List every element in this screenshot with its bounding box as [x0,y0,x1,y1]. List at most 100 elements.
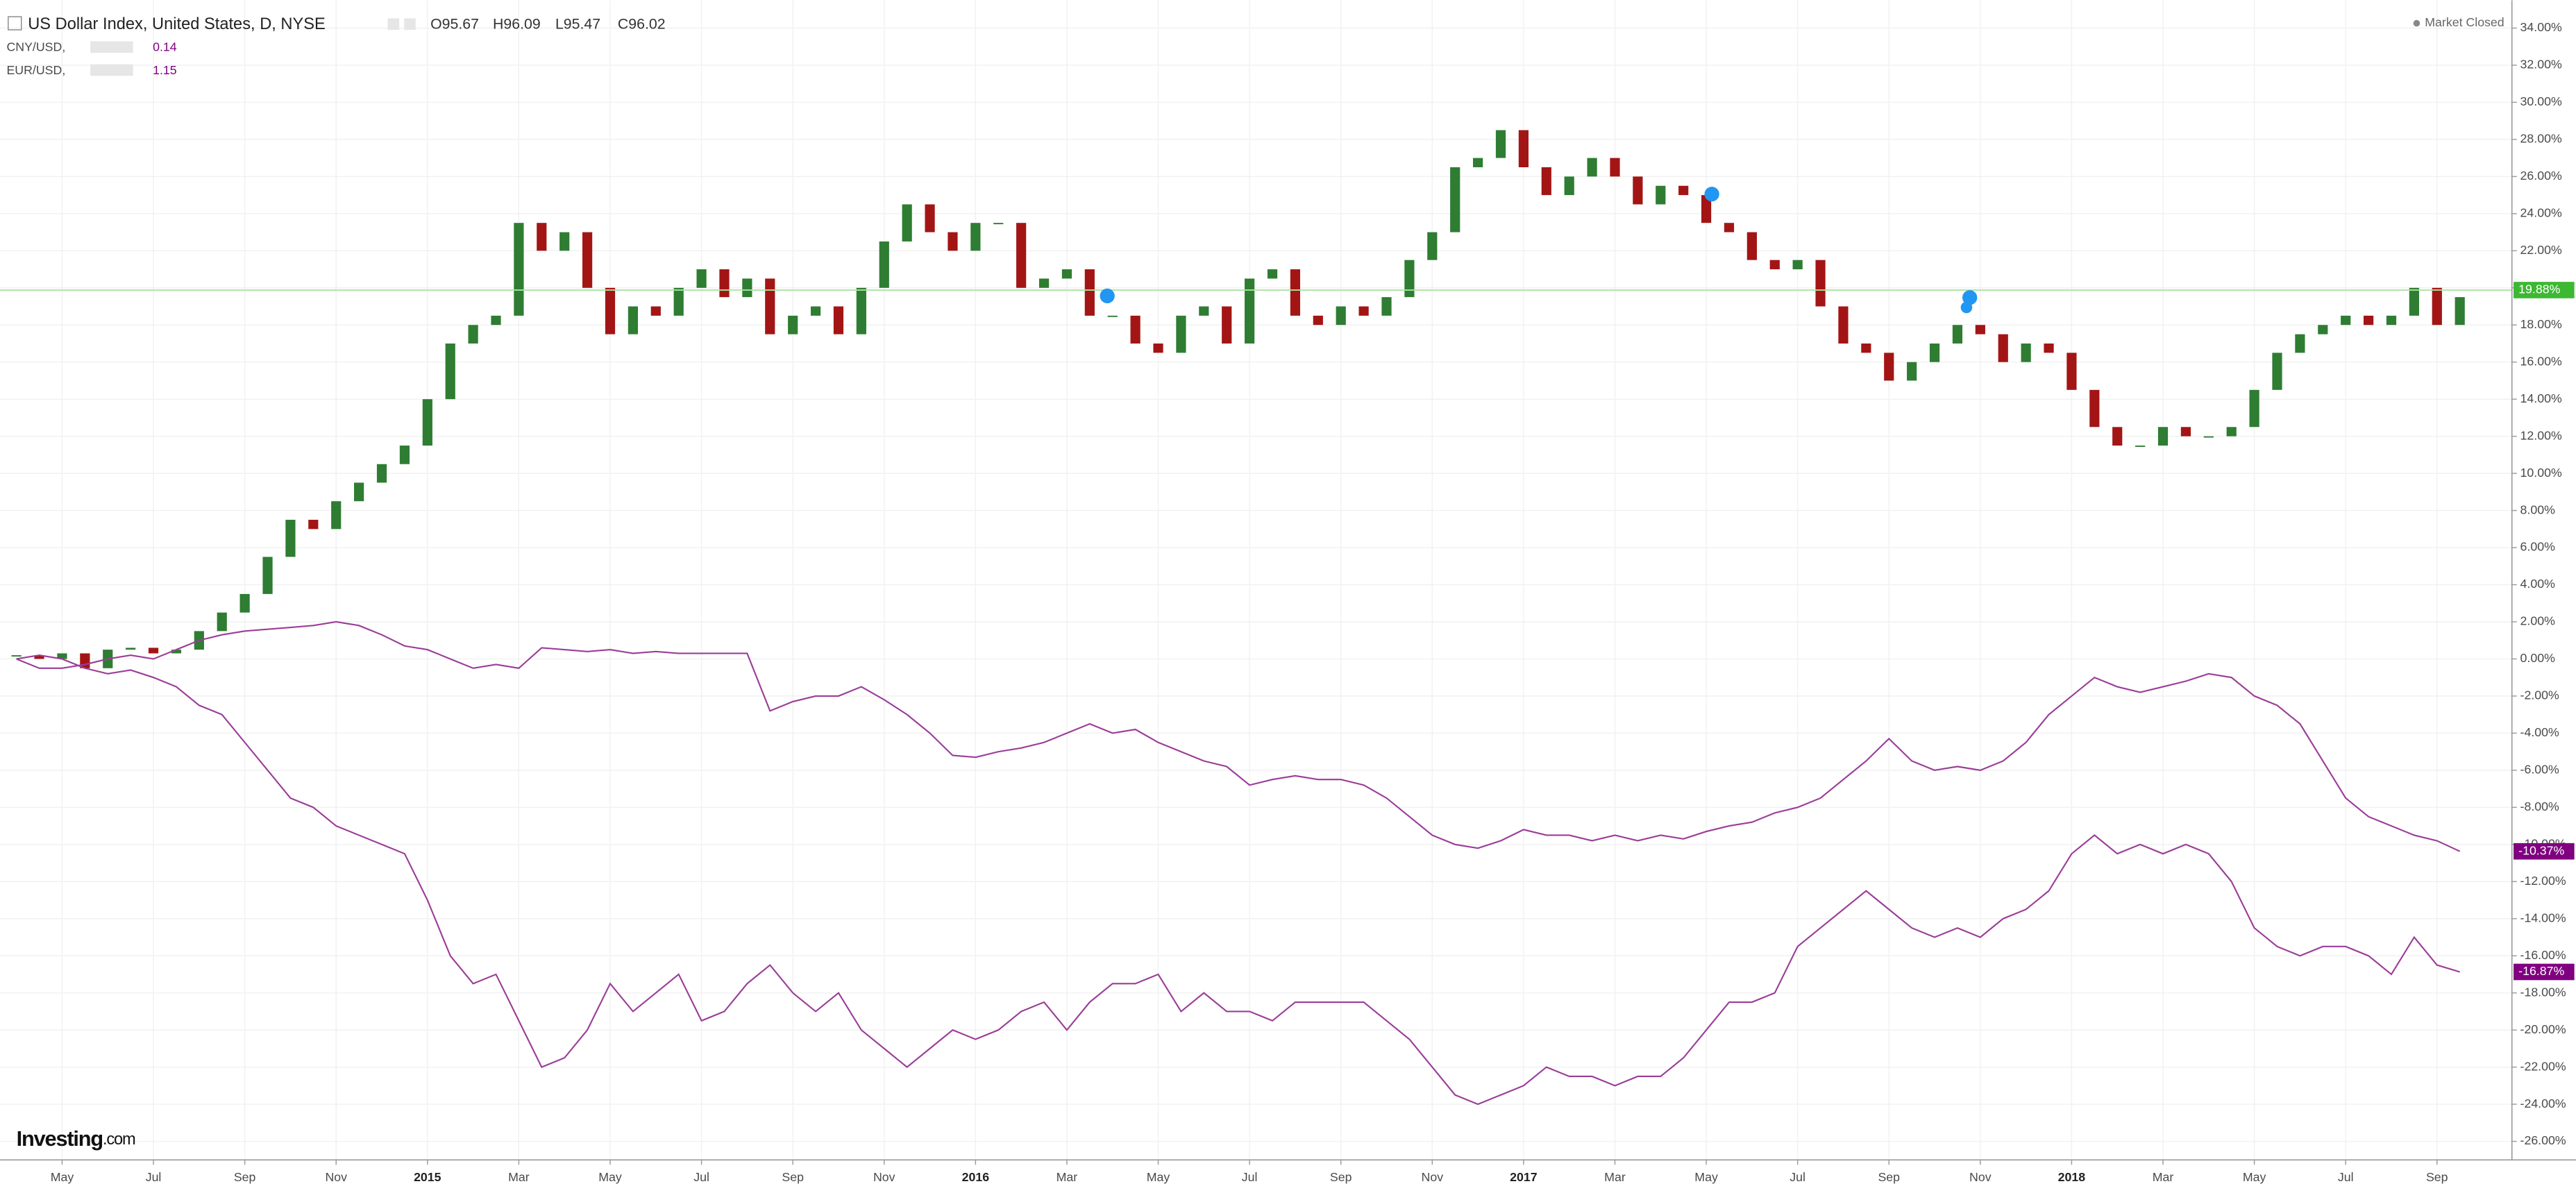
candle [582,232,593,288]
y-tick-label: 18.00% [2520,317,2562,331]
y-tick-label: 32.00% [2520,58,2562,71]
y-tick-label: 34.00% [2520,20,2562,34]
logo: Investing.com [17,1126,135,1151]
candle [1267,269,1278,279]
candle [2135,446,2146,447]
icon-button[interactable] [387,18,400,30]
y-tick-label: -12.00% [2520,874,2566,888]
main-series-title: US Dollar Index, United States, D, NYSE [28,15,326,33]
pin-markers[interactable] [1100,187,1978,314]
candle [217,612,227,632]
candle [650,306,661,316]
candle [1907,362,1917,381]
candle [1975,325,1985,335]
candle [1199,306,1209,316]
candle [1998,334,2008,362]
candle [2044,343,2054,353]
candle [34,655,44,659]
pin[interactable] [1100,288,1115,304]
candle [57,653,67,659]
grid [0,0,2512,1160]
candle [171,650,182,654]
x-tick-label: Jul [1790,1170,1805,1184]
candle [1038,278,1050,288]
candle [1153,343,1163,353]
candle [2272,353,2282,390]
candle [1838,306,1849,344]
candle [331,501,342,530]
candle [2295,334,2305,353]
candle [810,306,821,316]
x-tick-label: 2017 [1510,1170,1538,1184]
candle [788,315,798,335]
y-tick-label: 12.00% [2520,428,2562,442]
x-tick-label: Mar [1604,1170,1626,1184]
candle [399,446,410,464]
candle [2089,389,2100,428]
candle [1792,260,1803,270]
x-tick-label: Jul [146,1170,162,1184]
x-tick-label: 2018 [2058,1170,2086,1184]
icon-button[interactable] [90,64,133,76]
candle [2318,325,2328,335]
x-tick-label: Sep [782,1170,804,1184]
x-tick-label: Sep [1878,1170,1900,1184]
x-tick-label: May [598,1170,622,1184]
candle [1678,185,1689,196]
icon-button[interactable] [404,18,416,30]
candle [1564,176,1574,196]
candle [1633,176,1643,205]
x-tick-label: Nov [1969,1170,1992,1184]
x-tick-label: Sep [234,1170,256,1184]
y-tick-label: 16.00% [2520,354,2562,368]
x-tick-label: Sep [1330,1170,1352,1184]
candle [126,648,136,650]
candle [1450,167,1460,232]
candle [2112,427,2123,446]
candle [376,464,387,483]
y-tick-label: 26.00% [2520,169,2562,183]
legend-value: 1.15 [153,63,177,77]
candle [148,648,159,654]
x-tick-label: Mar [508,1170,530,1184]
series-line [16,620,2461,852]
status-dot [2413,19,2421,27]
legend-value: 0.14 [153,40,177,54]
candle [2066,353,2077,390]
close: C96.02 [618,16,666,33]
candle [1472,158,1483,167]
collapse-button[interactable] [8,16,22,31]
candle [1724,223,1735,232]
candle [80,653,90,668]
candle [879,241,889,288]
candle [1610,158,1620,177]
candle [1769,260,1780,270]
x-tick-label: Mar [1057,1170,1078,1184]
y-tick-label: 30.00% [2520,94,2562,108]
series-line [16,654,2460,1106]
pin[interactable] [1704,187,1719,202]
x-tick-label: May [1147,1170,1170,1184]
candle [239,593,250,613]
candle [445,343,455,400]
y-tick-label: -18.00% [2520,985,2566,999]
candle [1427,232,1438,260]
candle [1518,130,1529,167]
last-value-tag [2514,843,2575,860]
y-tick-label: -24.00% [2520,1097,2566,1110]
pin[interactable] [1962,290,1978,305]
x-tick-label: Jul [1242,1170,1258,1184]
pin[interactable] [1960,301,1973,314]
y-tick-label: -4.00% [2520,725,2559,739]
x-tick-label: Nov [873,1170,895,1184]
candle [902,204,912,242]
candle [1815,260,1826,307]
y-tick-label: 14.00% [2520,391,2562,405]
candle [2226,427,2237,437]
candle [1381,297,1392,316]
candle [559,232,570,251]
candle [1084,269,1095,316]
icon-button[interactable] [90,41,133,53]
